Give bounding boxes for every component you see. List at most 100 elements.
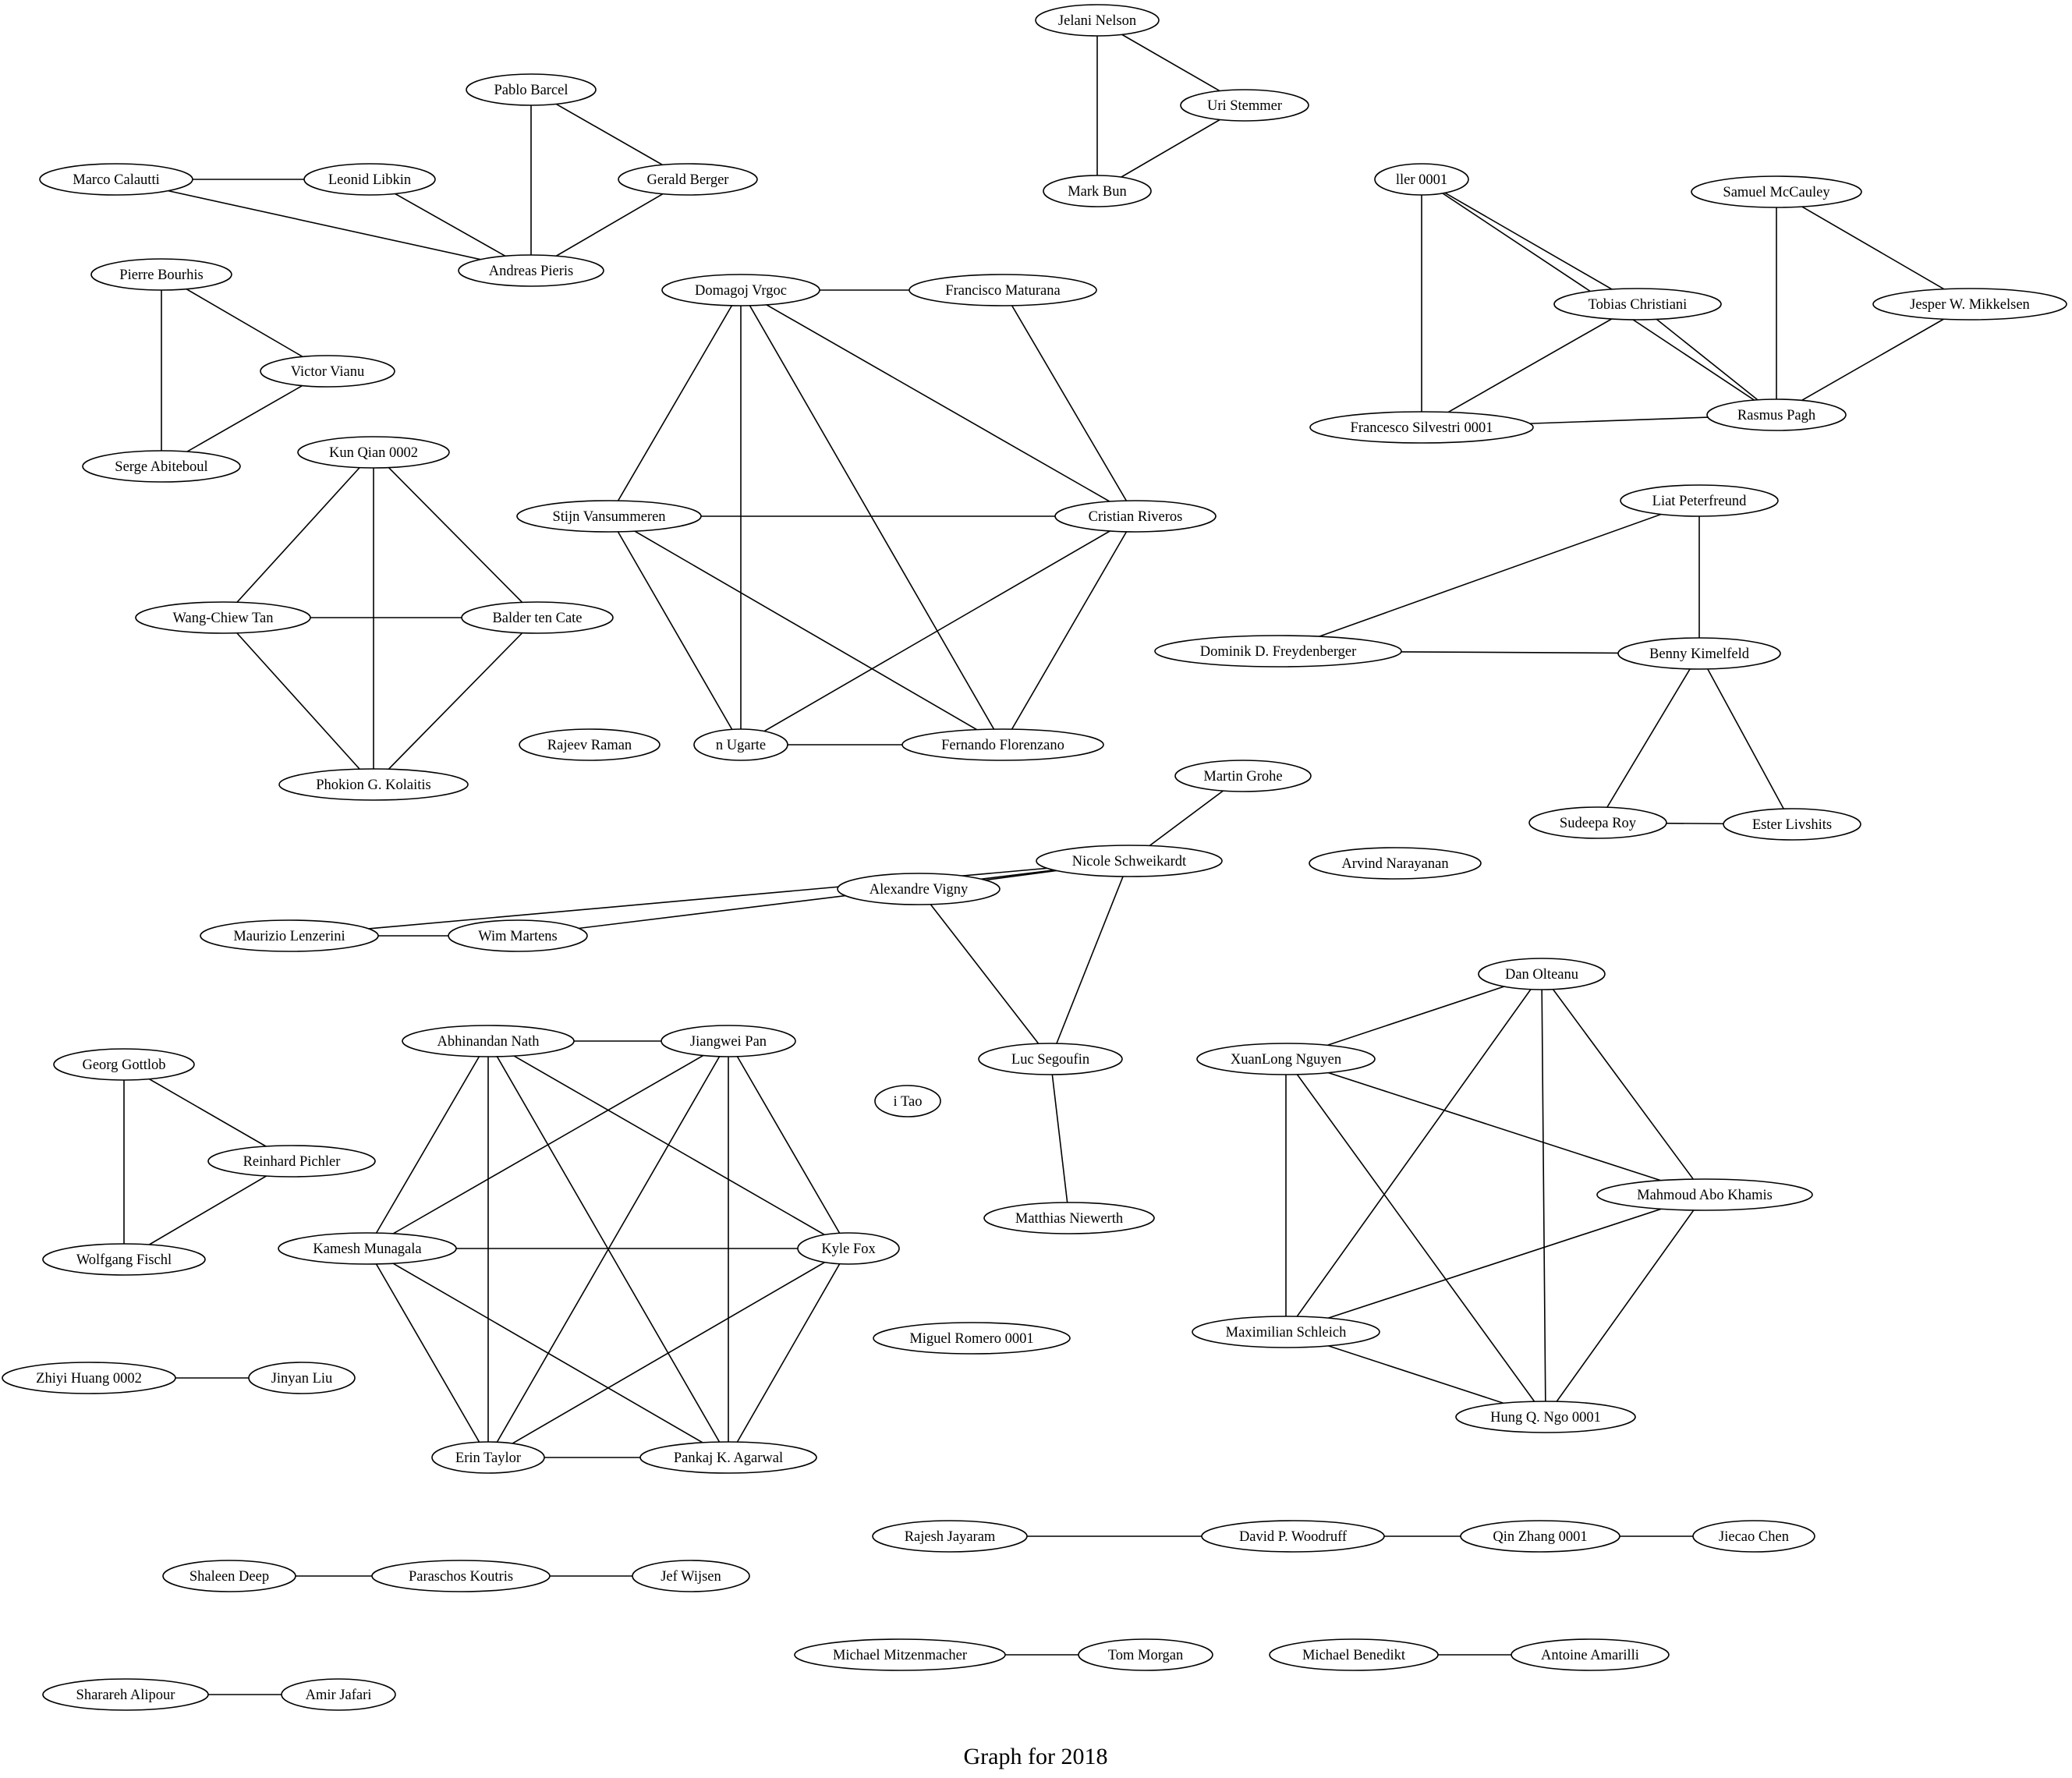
node-reinhard: Reinhard Pichler: [207, 1145, 376, 1178]
edge-balder-phokion: [373, 617, 538, 785]
edge-mahmoud-hungngo: [1545, 1194, 1705, 1418]
edge-victor-serge: [161, 370, 328, 467]
node-uri: Uri Stemmer: [1180, 89, 1309, 122]
node-label: ller 0001: [1396, 172, 1447, 188]
node-ellipse: [278, 768, 469, 801]
node-label: Hung Q. Ngo 0001: [1490, 1410, 1601, 1426]
node-jef: Jef Wijsen: [632, 1560, 750, 1592]
node-label: Paraschos Koutris: [409, 1569, 513, 1585]
node-tom: Tom Morgan: [1078, 1638, 1213, 1671]
node-label: n Ugarte: [716, 738, 766, 753]
node-liat: Liat Peterfreund: [1620, 484, 1779, 517]
node-ellipse: [1478, 958, 1606, 990]
node-ellipse: [983, 1202, 1155, 1234]
node-ellipse: [1054, 500, 1217, 533]
edge-jiangwei-kamesh: [367, 1040, 729, 1249]
node-label: Serge Abiteboul: [115, 459, 207, 475]
edge-leonid-andreas: [369, 179, 532, 271]
node-label: Balder ten Cate: [492, 611, 582, 626]
node-label: Maximilian Schleich: [1226, 1325, 1347, 1341]
edge-nicole-wim: [517, 860, 1130, 937]
node-ellipse: [874, 1085, 941, 1117]
node-label: Luc Segoufin: [1011, 1052, 1089, 1068]
node-ellipse: [516, 500, 702, 533]
node-matthias: Matthias Niewerth: [983, 1202, 1155, 1234]
node-label: Sudeepa Roy: [1560, 816, 1637, 831]
node-ellipse: [1078, 1638, 1213, 1671]
node-ellipse: [39, 163, 193, 196]
node-sudeepa: Sudeepa Roy: [1528, 806, 1667, 839]
node-label: Abhinandan Nath: [437, 1034, 539, 1050]
edge-kylefox-pankaj: [728, 1248, 849, 1458]
node-label: Fernando Florenzano: [941, 738, 1064, 753]
node-label: Wang-Chiew Tan: [173, 611, 274, 626]
node-ellipse: [1201, 1520, 1385, 1553]
node-ellipse: [1706, 398, 1847, 431]
node-ellipse: [1617, 637, 1781, 670]
node-sharareh: Sharareh Alipour: [42, 1678, 209, 1711]
node-label: Rajesh Jayaram: [905, 1529, 996, 1545]
node-ellipse: [42, 1243, 206, 1276]
node-ellipse: [466, 73, 597, 106]
node-ellipse: [1180, 89, 1309, 122]
node-label: Kamesh Munagala: [313, 1241, 421, 1257]
node-cristian: Cristian Riveros: [1054, 500, 1217, 533]
node-ellipse: [248, 1362, 356, 1394]
node-ellipse: [1196, 1043, 1376, 1075]
node-ellipse: [1309, 847, 1482, 880]
node-tobias: Tobias Christiani: [1553, 288, 1722, 321]
node-ellipse: [1553, 288, 1722, 321]
node-ellipse: [82, 450, 241, 483]
edge-stijn-nugarte: [608, 515, 742, 746]
node-ellipse: [1154, 635, 1402, 668]
node-label: Marco Calautti: [73, 172, 159, 188]
node-ellipse: [458, 254, 604, 287]
edge-jesper-rasmus: [1776, 303, 1971, 416]
node-shaleen: Shaleen Deep: [162, 1560, 296, 1592]
node-label: Antoine Amarilli: [1541, 1648, 1639, 1663]
node-label: Dan Olteanu: [1505, 967, 1578, 983]
node-serge: Serge Abiteboul: [82, 450, 241, 483]
edge-luc-matthias: [1050, 1058, 1070, 1219]
node-label: Jinyan Liu: [271, 1371, 333, 1387]
node-ellipse: [1374, 163, 1469, 196]
node-ellipse: [1692, 1520, 1815, 1553]
node-hungngo: Hung Q. Ngo 0001: [1455, 1401, 1636, 1433]
node-label: Mahmoud Abo Khamis: [1637, 1188, 1773, 1203]
node-ellipse: [207, 1145, 376, 1178]
node-domagoj: Domagoj Vrgoc: [661, 274, 820, 306]
edge-francisco-cristian: [1002, 289, 1136, 517]
node-label: Jef Wijsen: [661, 1569, 721, 1585]
node-miguel: Miguel Romero 0001: [873, 1322, 1071, 1355]
node-ellipse: [797, 1232, 900, 1265]
edge-kamesh-pankaj: [367, 1248, 729, 1458]
node-wolfgang: Wolfgang Fischl: [42, 1243, 206, 1276]
node-label: i Tao: [894, 1094, 923, 1110]
node-ellipse: [1455, 1401, 1636, 1433]
node-andreas: Andreas Pieris: [458, 254, 604, 287]
node-phokion: Phokion G. Kolaitis: [278, 768, 469, 801]
nodes-layer: Jelani Nelson Uri Stemmer Mark Bun Pablo Ba…: [2, 4, 2067, 1711]
node-leonid: Leonid Libkin: [303, 163, 436, 196]
edge-kunqian-balder: [373, 452, 538, 618]
node-ellipse: [1309, 411, 1534, 444]
edge-nicole-maurizio: [289, 860, 1130, 937]
node-label: Erin Taylor: [455, 1450, 521, 1466]
edge-tobias-francesco: [1421, 303, 1638, 428]
node-ellipse: [135, 601, 311, 634]
node-label: Pablo Barcel: [494, 83, 568, 98]
node-ellipse: [519, 728, 661, 761]
node-ellipse: [1460, 1520, 1620, 1553]
node-xuanlong: XuanLong Nguyen: [1196, 1043, 1376, 1075]
node-label: Rajeev Raman: [547, 738, 632, 753]
node-label: Rasmus Pagh: [1737, 408, 1815, 423]
node-ellipse: [837, 873, 1001, 905]
node-ellipse: [872, 1520, 1028, 1553]
node-francisco: Francisco Maturana: [908, 274, 1097, 306]
node-ellipse: [1043, 175, 1152, 207]
edge-pierre-victor: [161, 274, 328, 372]
edge-samuel-jesper: [1776, 191, 1971, 305]
edge-georg-reinhard: [123, 1064, 292, 1162]
node-ellipse: [2, 1362, 176, 1394]
node-ellipse: [448, 919, 588, 952]
